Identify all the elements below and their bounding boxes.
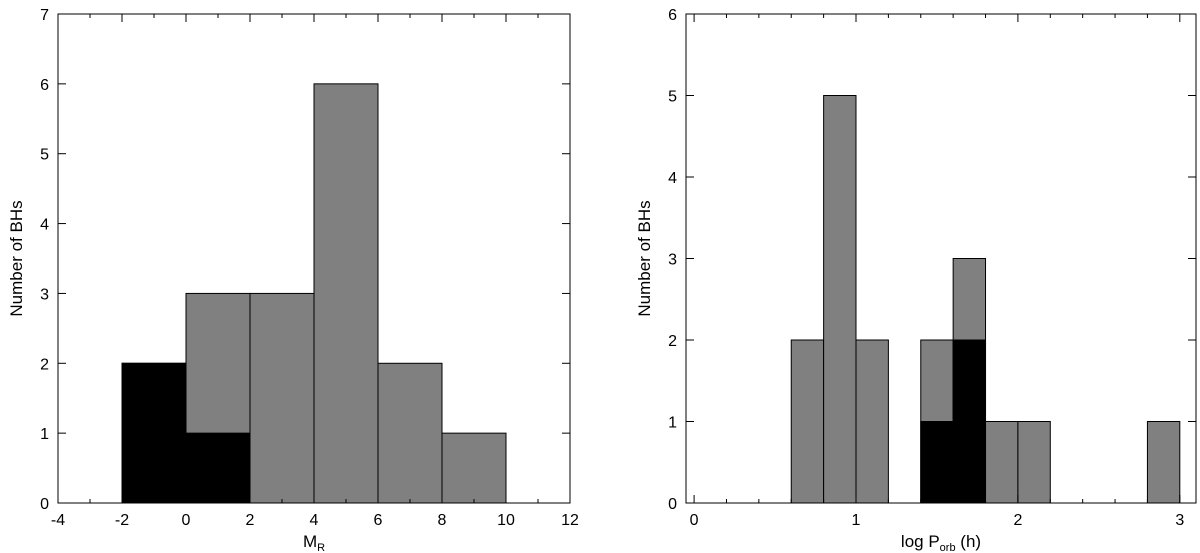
right-x-label-main: log P xyxy=(901,532,940,551)
left-x-axis-label: MR xyxy=(303,532,325,553)
right-x-label-subscript: orb xyxy=(940,542,956,553)
right-y-tick-label: 0 xyxy=(668,496,677,513)
right-y-tick-label: 5 xyxy=(668,89,677,106)
right-tick-labels: 0 1 2 3 0 1 2 3 4 5 6 xyxy=(668,7,1184,529)
right-x-tick-label: 3 xyxy=(1175,512,1184,529)
left-x-tick-label: 8 xyxy=(438,512,447,529)
left-y-axis-label: Number of BHs xyxy=(7,200,26,316)
right-bar-black-0 xyxy=(920,421,954,504)
left-y-tick-label: 6 xyxy=(40,77,49,94)
left-x-tick-label: 6 xyxy=(374,512,383,529)
left-x-tick-label: 10 xyxy=(497,512,515,529)
left-x-label-main: M xyxy=(303,532,317,551)
right-histogram-panel: 0 1 2 3 0 1 2 3 4 5 6 log Porb (h) Number of BHs xyxy=(635,7,1197,553)
right-x-label-suffix: (h) xyxy=(956,532,982,551)
right-bar-black-1 xyxy=(952,339,987,504)
left-bar-black-0 xyxy=(121,362,187,504)
right-y-axis-label: Number of BHs xyxy=(635,200,654,316)
left-axis-ticks xyxy=(57,13,571,504)
right-bar-grey-0 xyxy=(790,339,825,504)
right-bar-grey-6 xyxy=(1017,421,1051,504)
left-bar-grey-4 xyxy=(377,362,443,504)
right-y-tick-label: 6 xyxy=(668,7,677,24)
left-y-tick-label: 0 xyxy=(40,496,49,513)
right-x-tick-label: 0 xyxy=(690,512,699,529)
right-y-tick-label: 3 xyxy=(668,252,677,269)
left-x-label-subscript: R xyxy=(317,542,325,553)
right-bar-grey-1 xyxy=(823,95,857,504)
right-x-axis-label: log Porb (h) xyxy=(901,532,981,553)
left-bar-black-1 xyxy=(185,432,251,504)
left-y-tick-label: 5 xyxy=(40,147,49,164)
left-y-tick-label: 1 xyxy=(40,426,49,443)
left-y-tick-label: 3 xyxy=(40,286,49,303)
left-y-tick-label: 2 xyxy=(40,356,49,373)
left-y-tick-label: 7 xyxy=(40,7,49,24)
right-bar-grey-2 xyxy=(855,339,889,504)
left-x-tick-label: 12 xyxy=(561,512,579,529)
left-x-tick-label: 0 xyxy=(182,512,191,529)
left-x-tick-label: 2 xyxy=(246,512,255,529)
right-axis-ticks xyxy=(686,13,1196,504)
right-histogram-bars xyxy=(790,95,1181,504)
right-bar-grey-7 xyxy=(1146,421,1181,504)
left-x-tick-label: -4 xyxy=(51,512,65,529)
left-x-tick-label: 4 xyxy=(310,512,319,529)
left-bar-grey-3 xyxy=(313,83,379,504)
right-x-tick-label: 2 xyxy=(1013,512,1022,529)
left-histogram-bars xyxy=(121,83,507,504)
left-x-tick-label: -2 xyxy=(115,512,129,529)
left-y-tick-label: 4 xyxy=(40,217,49,234)
right-y-tick-label: 2 xyxy=(668,333,677,350)
left-bar-grey-5 xyxy=(441,432,507,504)
right-bar-grey-5 xyxy=(985,421,1019,504)
right-y-tick-label: 4 xyxy=(668,170,677,187)
left-bar-grey-2 xyxy=(249,292,315,504)
right-y-tick-label: 1 xyxy=(668,415,677,432)
right-x-tick-label: 1 xyxy=(852,512,861,529)
